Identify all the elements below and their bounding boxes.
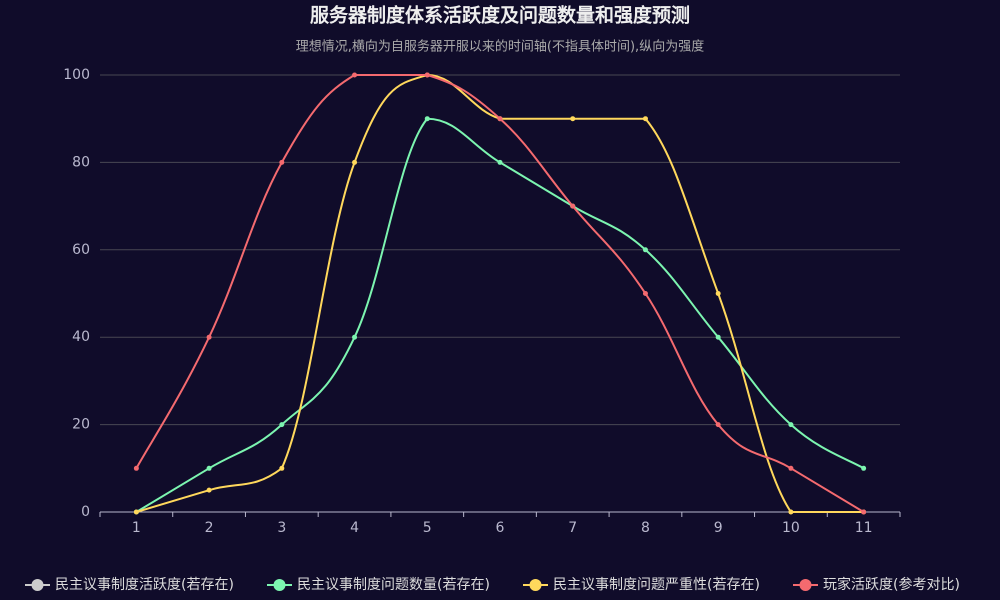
data-point — [715, 334, 721, 340]
data-point — [715, 291, 721, 296]
data-point — [352, 334, 358, 340]
x-tick-label: 2 — [205, 520, 214, 536]
x-tick-label: 6 — [496, 520, 505, 536]
legend-label: 民主议事制度问题数量(若存在) — [297, 577, 490, 593]
x-tick-label: 4 — [350, 520, 359, 536]
data-point — [642, 247, 648, 253]
data-point — [497, 159, 503, 165]
data-point — [570, 203, 576, 209]
data-point — [206, 465, 212, 471]
data-point — [279, 465, 285, 471]
y-tick-label: 100 — [63, 67, 90, 83]
data-point — [133, 509, 139, 515]
legend-label: 民主议事制度问题严重性(若存在) — [553, 577, 760, 593]
x-tick-label: 5 — [423, 520, 432, 536]
y-tick-label: 20 — [72, 417, 90, 433]
series-line — [135, 117, 865, 513]
legend-icon — [529, 579, 542, 591]
x-tick-label: 10 — [782, 520, 800, 536]
data-point — [861, 509, 867, 515]
x-tick-label: 8 — [641, 520, 650, 536]
chart-subtitle: 理想情况,横向为自服务器开服以来的时间轴(不指具体时间),纵向为强度 — [296, 39, 704, 55]
legend-icon — [273, 579, 286, 591]
x-tick-label: 11 — [855, 520, 873, 536]
x-tick-label: 9 — [714, 520, 723, 536]
data-point — [206, 334, 212, 340]
x-tick-label: 3 — [277, 520, 286, 536]
data-point — [352, 159, 358, 165]
data-point — [497, 116, 503, 122]
data-point — [424, 116, 430, 122]
chart-title: 服务器制度体系活跃度及问题数量和强度预测 — [310, 4, 690, 27]
data-point — [861, 465, 867, 471]
data-point — [715, 422, 721, 428]
x-tick-label: 7 — [568, 520, 577, 536]
y-tick-label: 60 — [72, 242, 90, 258]
data-point — [133, 465, 139, 471]
data-point — [279, 159, 285, 165]
y-tick-label: 40 — [72, 329, 90, 345]
data-point — [642, 116, 648, 122]
legend-label: 玩家活跃度(参考对比) — [823, 576, 960, 593]
data-point — [788, 422, 794, 428]
data-point — [642, 291, 648, 296]
data-point — [279, 422, 285, 428]
x-tick-label: 1 — [132, 520, 141, 536]
data-point — [352, 72, 358, 78]
data-point — [424, 72, 430, 78]
data-point — [788, 509, 794, 515]
data-point — [570, 116, 576, 122]
y-tick-label: 0 — [81, 504, 90, 520]
data-point — [206, 487, 212, 493]
y-tick-label: 80 — [72, 154, 90, 170]
legend-icon — [31, 579, 44, 591]
legend-label: 民主议事制度活跃度(若存在) — [55, 577, 234, 593]
legend-icon — [799, 579, 812, 591]
data-point — [788, 465, 794, 471]
